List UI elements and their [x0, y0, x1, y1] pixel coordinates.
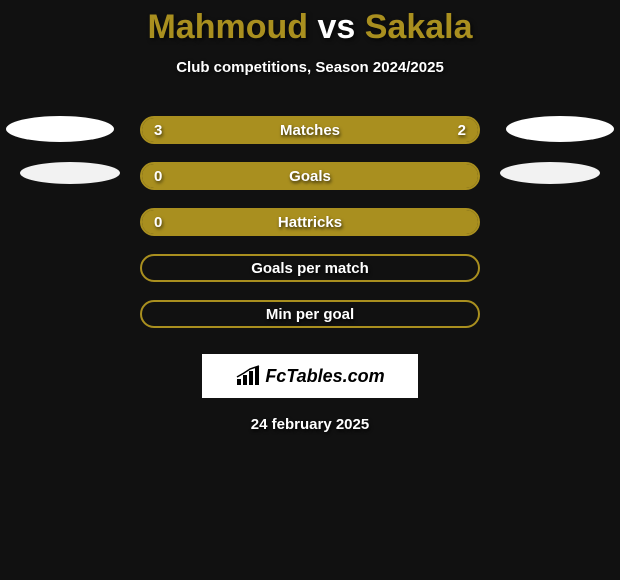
player2-marker	[506, 116, 614, 142]
stat-bar: Hattricks 0	[140, 208, 480, 236]
site-logo[interactable]: FcTables.com	[202, 354, 418, 398]
stat-row: Matches 3 2	[0, 116, 620, 162]
stat-bar: Matches 3 2	[140, 116, 480, 144]
player2-marker	[500, 162, 600, 184]
logo-text: FcTables.com	[265, 366, 384, 387]
metric-label: Matches	[280, 122, 340, 139]
stat-bar: Min per goal	[140, 300, 480, 328]
stat-row: Goals per match	[0, 254, 620, 300]
metric-label: Goals per match	[251, 260, 369, 277]
value-left: 0	[154, 168, 162, 185]
comparison-title: Mahmoud vs Sakala	[0, 0, 620, 47]
stat-row: Hattricks 0	[0, 208, 620, 254]
chart-icon	[235, 365, 261, 387]
stat-bar: Goals 0	[140, 162, 480, 190]
player1-marker	[20, 162, 120, 184]
player2-name: Sakala	[365, 8, 473, 46]
value-left: 3	[154, 122, 162, 139]
value-left: 0	[154, 214, 162, 231]
vs-separator: vs	[317, 8, 355, 46]
stat-bar: Goals per match	[140, 254, 480, 282]
subtitle: Club competitions, Season 2024/2025	[0, 59, 620, 76]
stats-rows: Matches 3 2 Goals 0 Hattricks 0 Goals per match…	[0, 116, 620, 346]
metric-label: Hattricks	[278, 214, 342, 231]
snapshot-date: 24 february 2025	[0, 416, 620, 433]
stat-row: Min per goal	[0, 300, 620, 346]
metric-label: Min per goal	[266, 306, 354, 323]
metric-label: Goals	[289, 168, 331, 185]
value-right: 2	[458, 122, 466, 139]
player1-name: Mahmoud	[147, 8, 308, 46]
stat-row: Goals 0	[0, 162, 620, 208]
player1-marker	[6, 116, 114, 142]
